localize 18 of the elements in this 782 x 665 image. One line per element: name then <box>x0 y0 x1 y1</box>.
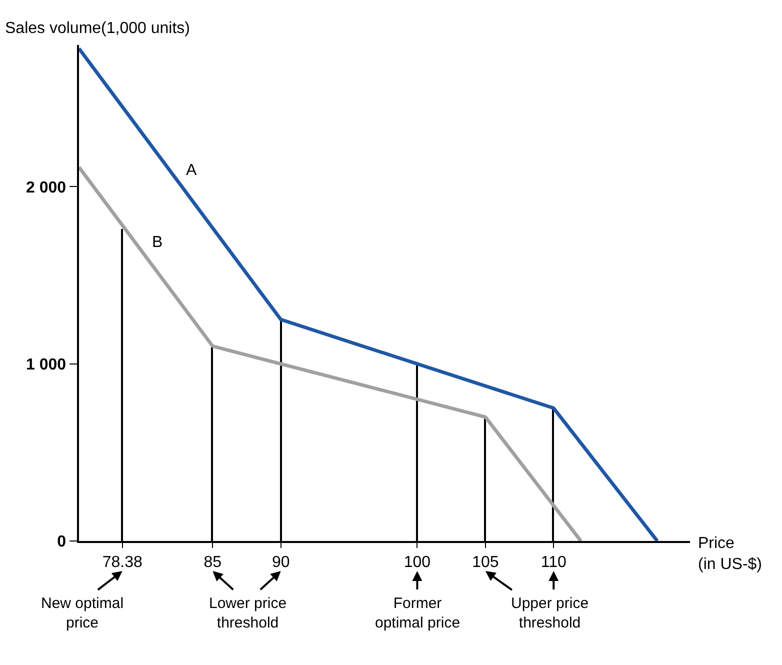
text: Lower price threshold <box>209 595 287 632</box>
x-tick-label: 110 <box>540 554 566 571</box>
series-label: A <box>186 162 197 179</box>
y-tick-label: 0 <box>57 534 66 551</box>
x-tick-label: 90 <box>272 554 290 571</box>
y-tick-label: 1 000 <box>26 356 66 374</box>
x-tick-label: 78.38 <box>102 554 142 571</box>
series-label: B <box>152 234 163 251</box>
text: Former optimal price <box>375 595 460 632</box>
y-axis-title: Sales volume(1,000 units) <box>5 20 190 37</box>
line-series <box>79 165 583 541</box>
x-axis-title: Price (in US-$) <box>698 535 762 573</box>
x-tick-label: 100 <box>404 554 431 571</box>
x-tick-label: 85 <box>204 554 222 571</box>
text: New optimal price <box>41 595 124 632</box>
x-tick-label: 105 <box>472 554 499 571</box>
y-tick-label: 2 000 <box>26 179 66 196</box>
text: Upper price threshold <box>511 595 589 632</box>
